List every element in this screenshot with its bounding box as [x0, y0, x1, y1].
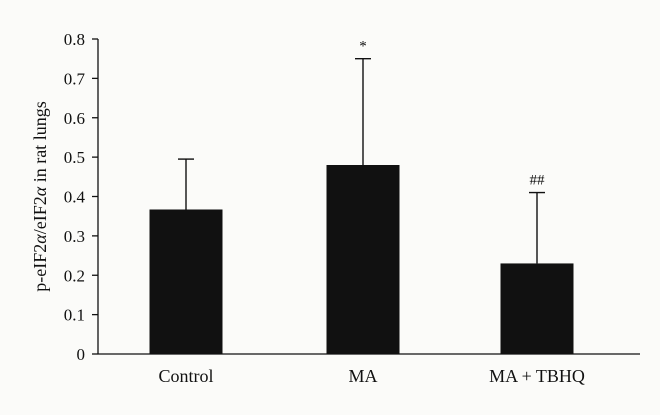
bar	[149, 209, 223, 354]
y-axis-label-part: /eIF2	[30, 196, 50, 234]
y-tick-label: 0.7	[64, 69, 86, 88]
y-tick-label: 0.3	[64, 227, 85, 246]
significance-marker: ##	[530, 173, 546, 189]
y-axis-label: p-eIF2α/eIF2α in rat lungs	[30, 101, 50, 291]
y-tick-label: 0.4	[64, 188, 86, 207]
x-axis: Control MA MA + TBHQ	[98, 353, 640, 386]
significance-annotations: * ##	[359, 39, 545, 189]
x-tick-label: MA	[348, 366, 377, 386]
x-tick-label: MA + TBHQ	[489, 366, 585, 386]
significance-marker: *	[359, 39, 367, 55]
y-tick-label: 0.5	[64, 148, 85, 167]
y-tick-label: 0.2	[64, 266, 85, 285]
y-axis-label-part: α	[30, 186, 50, 196]
bars	[149, 165, 574, 354]
bar	[500, 263, 574, 354]
y-axis-label-part: α	[30, 234, 50, 244]
x-tick-label: Control	[158, 366, 213, 386]
y-tick-label: 0.6	[64, 109, 85, 128]
error-bars	[178, 57, 545, 264]
y-tick-label: 0.1	[64, 306, 85, 325]
y-axis: 0 0.1 0.2 0.3 0.4 0.5 0.6 0.7 0.8	[64, 30, 99, 364]
y-tick-label: 0	[77, 345, 86, 364]
y-axis-label-part: p-eIF2	[30, 244, 50, 292]
y-tick-label: 0.8	[64, 30, 85, 49]
bar	[326, 165, 400, 354]
y-axis-label-part: in rat lungs	[30, 101, 50, 187]
